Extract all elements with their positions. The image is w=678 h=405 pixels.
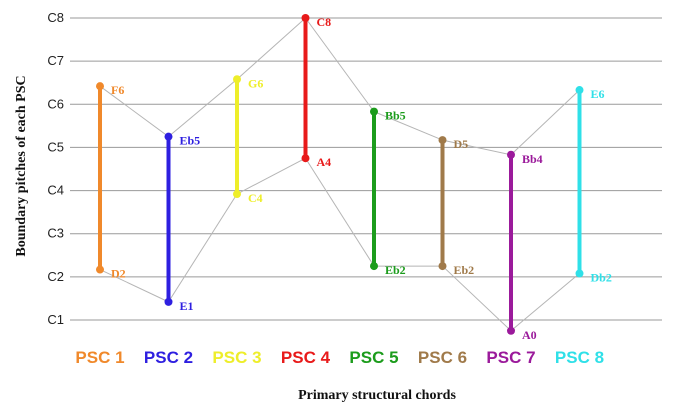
connector-low-7 bbox=[510, 273, 580, 332]
psc-8-high-label: E6 bbox=[591, 87, 605, 101]
connector-low-6 bbox=[442, 265, 512, 332]
psc-4-low-point bbox=[301, 154, 310, 163]
connector-high-3 bbox=[236, 17, 306, 80]
psc-8-low-point bbox=[575, 269, 584, 278]
psc-7-low-label: A0 bbox=[522, 328, 537, 342]
psc-6-low-label: Eb2 bbox=[454, 263, 475, 277]
psc-7-category-label: PSC 7 bbox=[486, 348, 535, 367]
psc-6-high-label: D5 bbox=[454, 137, 469, 151]
psc-4-low-label: A4 bbox=[317, 155, 332, 169]
connector-high-6 bbox=[442, 139, 512, 156]
psc-2-high-point bbox=[164, 132, 173, 141]
y-tick-c8: C8 bbox=[47, 10, 64, 25]
psc-5-high-label: Bb5 bbox=[385, 109, 406, 123]
y-tick-labels: C1 C2 C3 C4 C5 C6 C7 C8 bbox=[47, 10, 64, 327]
connector-high-2 bbox=[168, 78, 238, 138]
connector-low-4 bbox=[305, 157, 375, 267]
psc-6-high-point bbox=[438, 136, 447, 145]
y-tick-c4: C4 bbox=[47, 183, 64, 198]
connector-high-1 bbox=[99, 85, 169, 138]
x-axis-title: Primary structural chords bbox=[298, 388, 456, 403]
psc-3-low-label: C4 bbox=[248, 191, 263, 205]
psc-3-low-point bbox=[233, 190, 241, 199]
psc-8-high-point bbox=[575, 86, 584, 95]
psc-4-category-label: PSC 4 bbox=[281, 348, 331, 367]
y-tick-c1: C1 bbox=[47, 312, 64, 327]
connector-high-4 bbox=[305, 17, 375, 112]
psc-6-category-label: PSC 6 bbox=[418, 348, 467, 367]
psc-1-high-point bbox=[96, 82, 104, 91]
psc-3-high-label: G6 bbox=[248, 76, 263, 90]
connector-low-3 bbox=[236, 157, 306, 195]
category-labels: PSC 1 PSC 2 PSC 3 PSC 4 PSC 5 PSC 6 PSC 7 PSC 8 bbox=[75, 348, 604, 367]
psc-2-high-label: Eb5 bbox=[180, 134, 201, 148]
psc-1-low-point bbox=[96, 265, 104, 274]
psc-3-category-label: PSC 3 bbox=[212, 348, 261, 367]
connector-lines bbox=[99, 17, 580, 332]
psc-2-low-point bbox=[164, 297, 173, 306]
psc-5-high-point bbox=[370, 107, 378, 116]
psc-7-low-point bbox=[507, 326, 515, 335]
psc-8-category-label: PSC 8 bbox=[555, 348, 604, 367]
psc-4-high-point bbox=[301, 14, 310, 22]
psc-8-low-label: Db2 bbox=[591, 270, 612, 284]
psc-2-category-label: PSC 2 bbox=[144, 348, 193, 367]
connector-low-2 bbox=[168, 193, 238, 303]
connector-high-5 bbox=[373, 111, 443, 141]
connector-high-7 bbox=[510, 89, 580, 156]
y-tick-c5: C5 bbox=[47, 139, 64, 154]
psc-5-low-label: Eb2 bbox=[385, 263, 406, 277]
psc-5-category-label: PSC 5 bbox=[349, 348, 398, 367]
psc-1-low-label: D2 bbox=[111, 267, 126, 281]
psc-4-high-label: C8 bbox=[317, 15, 332, 29]
psc-6-low-point bbox=[438, 262, 447, 271]
endpoint-labels: F6 D2 Eb5 E1 G6 C4 C8 A4 Bb5 Eb2 D5 Eb2 Bb4 A0 E6 Db2 bbox=[111, 15, 612, 342]
psc-7-high-label: Bb4 bbox=[522, 152, 543, 166]
connector-low-1 bbox=[99, 269, 169, 303]
y-tick-c3: C3 bbox=[47, 226, 64, 241]
y-tick-c2: C2 bbox=[47, 269, 64, 284]
range-bars bbox=[96, 14, 584, 335]
psc-3-high-point bbox=[233, 75, 241, 84]
psc-2-low-label: E1 bbox=[180, 299, 194, 313]
y-tick-c7: C7 bbox=[47, 53, 64, 68]
psc-5-low-point bbox=[370, 262, 378, 271]
psc-7-high-point bbox=[507, 150, 515, 159]
y-axis-title: Boundary pitches of each PSC bbox=[14, 75, 29, 256]
y-tick-c6: C6 bbox=[47, 96, 64, 111]
psc-1-high-label: F6 bbox=[111, 83, 124, 97]
gridlines bbox=[70, 17, 662, 321]
psc-1-category-label: PSC 1 bbox=[75, 348, 124, 367]
